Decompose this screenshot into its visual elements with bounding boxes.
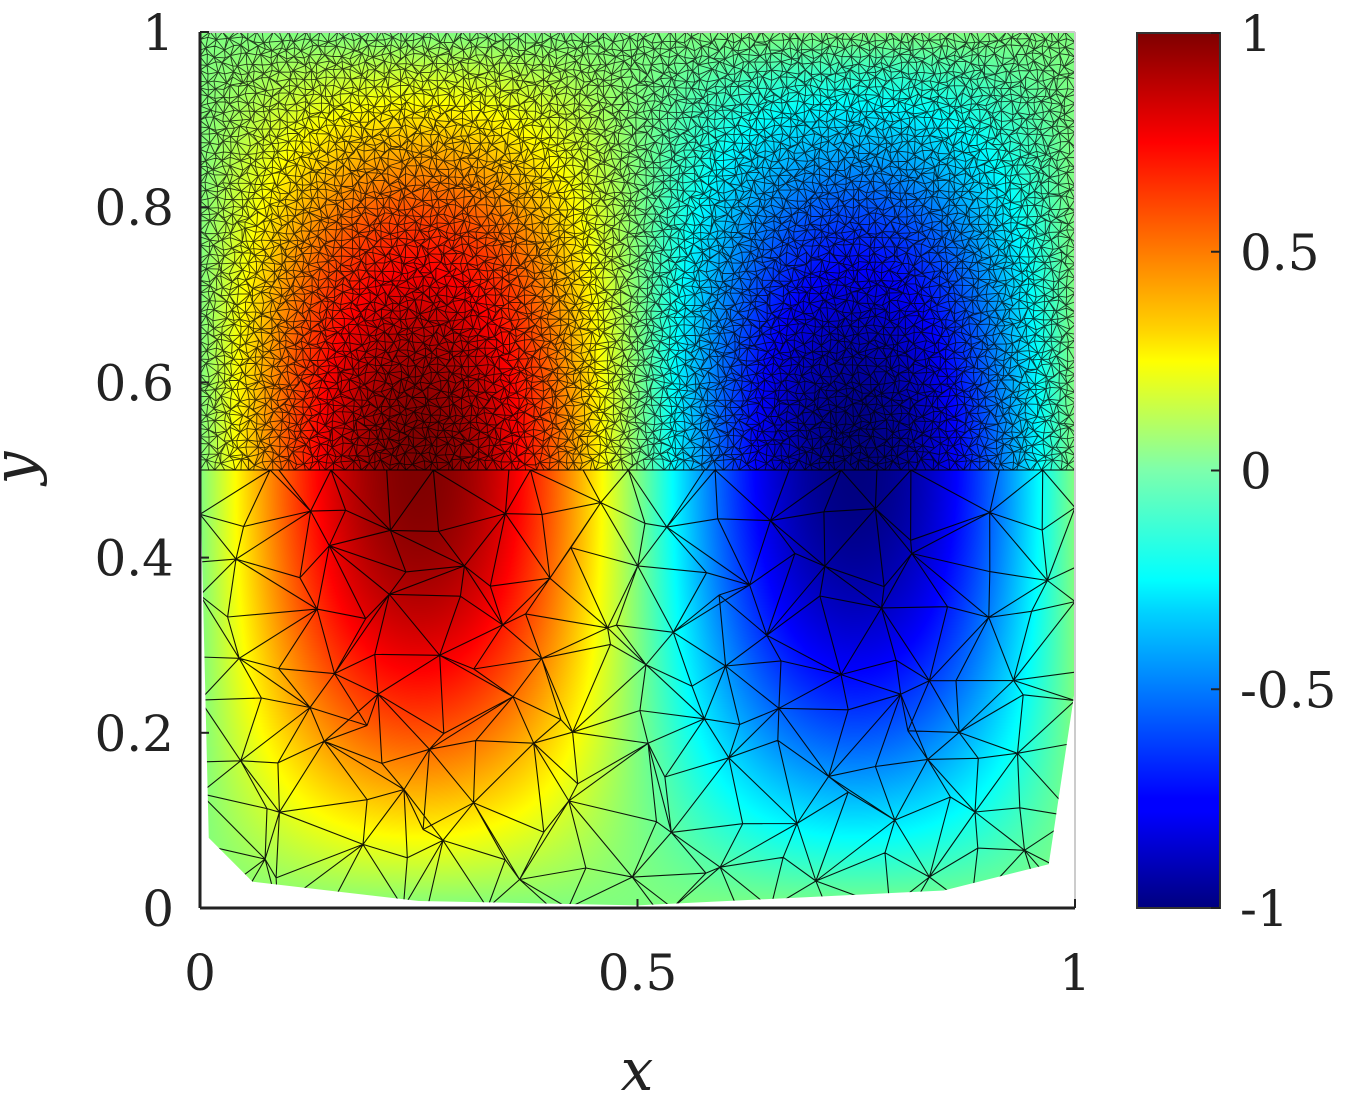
y-tick-label: 0.2 xyxy=(94,705,174,763)
x-axis-label: x xyxy=(621,1036,654,1097)
x-tick-label: 0 xyxy=(184,944,216,1002)
colorbar-tick-label: 0 xyxy=(1240,443,1272,501)
y-tick-label: 1 xyxy=(142,4,174,62)
x-tick-label: 0.5 xyxy=(598,944,678,1002)
y-ticks: 0 0.2 0.4 0.6 0.8 1 xyxy=(94,4,209,938)
x-ticks: 0 0.5 1 xyxy=(184,899,1091,1002)
colorbar-tick-label: 0.5 xyxy=(1240,224,1320,282)
colorbar-tick-label: 1 xyxy=(1240,5,1272,63)
x-tick-label: 1 xyxy=(1059,944,1091,1002)
y-tick-label: 0.8 xyxy=(94,179,174,237)
axes: 00.51 00.20.40.60.81 x y xyxy=(0,4,1091,1097)
colorbar-ticks: -1 -0.5 0 0.5 1 xyxy=(1211,5,1336,938)
colorbar-tick-label: -0.5 xyxy=(1240,661,1336,719)
y-tick-label: 0 xyxy=(142,880,174,938)
y-tick-label: 0.6 xyxy=(94,354,174,412)
y-axis-label: y xyxy=(0,450,48,487)
colorbar: -1 -0.5 0 0.5 1 xyxy=(1136,5,1336,938)
colorbar-tick-label: -1 xyxy=(1240,880,1289,938)
plot-area xyxy=(200,32,1075,909)
y-tick-label: 0.4 xyxy=(94,530,174,588)
colorbar-gradient xyxy=(1136,32,1221,909)
